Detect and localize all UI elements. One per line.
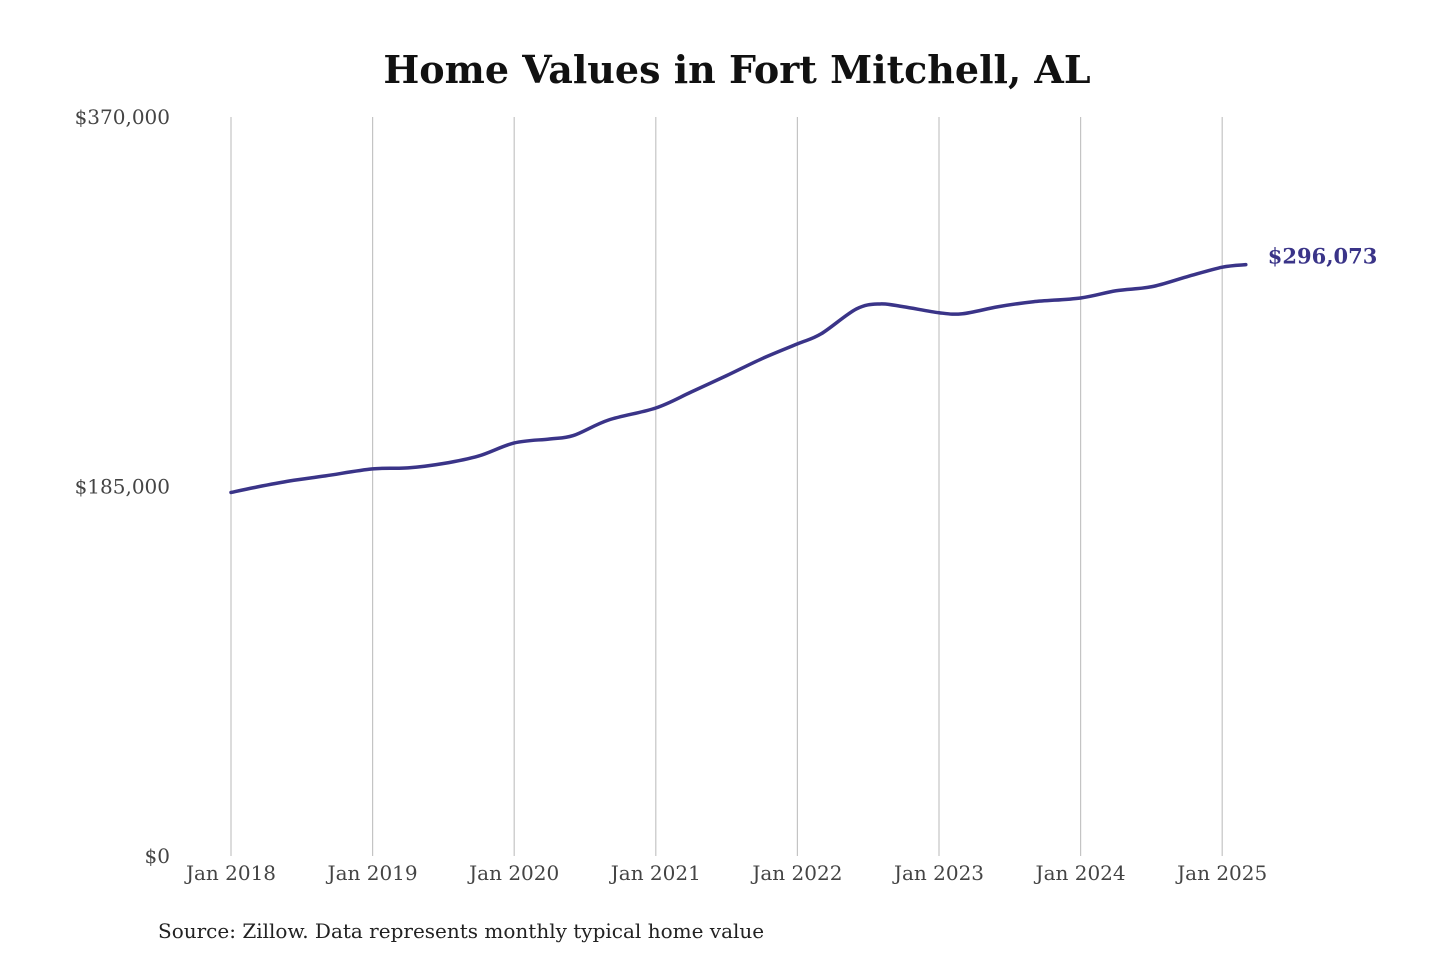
y-tick-label: $0 [145, 844, 170, 868]
x-tick-label: Jan 2018 [184, 861, 276, 885]
x-tick-label: Jan 2021 [609, 861, 701, 885]
x-tick-label: Jan 2022 [750, 861, 842, 885]
x-tick-label: Jan 2025 [1175, 861, 1267, 885]
grid-lines [230, 117, 1223, 856]
x-tick-label: Jan 2023 [892, 861, 984, 885]
x-tick-label: Jan 2024 [1034, 861, 1126, 885]
series-line [229, 262, 1248, 495]
y-axis: $370,000 $185,000 $0 [75, 105, 170, 868]
x-tick-label: Jan 2020 [467, 861, 559, 885]
source-note: Source: Zillow. Data represents monthly … [158, 919, 764, 943]
x-axis: Jan 2018 Jan 2019 Jan 2020 Jan 2021 Jan 2022… [184, 861, 1267, 885]
x-tick-label: Jan 2019 [326, 861, 418, 885]
y-tick-label: $185,000 [75, 475, 170, 499]
chart-title: Home Values in Fort Mitchell, AL [383, 47, 1090, 92]
end-value-label: $296,073 [1268, 244, 1378, 269]
y-tick-label: $370,000 [75, 105, 170, 129]
